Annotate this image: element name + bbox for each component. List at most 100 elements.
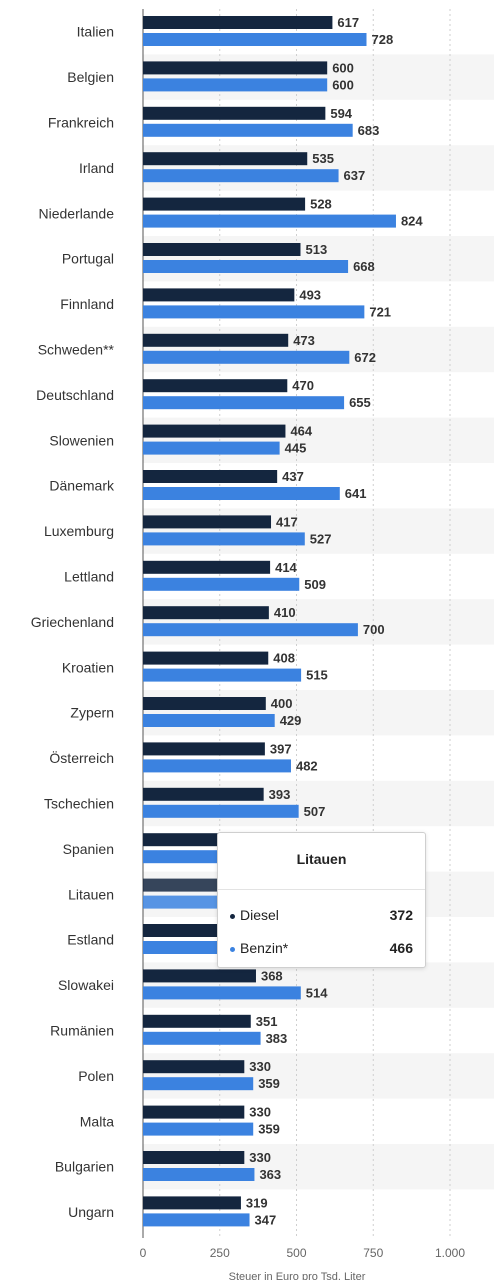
diesel-bar[interactable] [143,61,328,75]
value-label: 824 [401,214,423,229]
tooltip: Litauen Diesel 372 Benzin* 466 [217,832,426,968]
category-label: Litauen [68,886,114,902]
diesel-bar[interactable] [143,243,301,256]
value-label: 600 [332,60,354,75]
diesel-bar[interactable] [143,924,220,937]
benzin-bar[interactable] [143,305,365,319]
value-label: 617 [337,15,359,30]
benzin-bar[interactable] [143,941,220,954]
value-label: 383 [266,1031,288,1046]
benzin-bar[interactable] [143,441,280,455]
value-label: 700 [363,622,385,637]
benzin-bar[interactable] [143,1031,261,1045]
diesel-bar[interactable] [143,1196,241,1210]
diesel-bar[interactable] [143,106,326,120]
category-label: Schweden** [38,342,115,358]
benzin-bar[interactable] [143,396,345,410]
category-label: Griechenland [31,614,114,630]
benzin-bar[interactable] [143,1168,255,1181]
benzin-bar[interactable] [143,1122,254,1136]
benzin-bar[interactable] [143,33,367,46]
value-label: 359 [258,1076,280,1091]
diesel-bar[interactable] [143,424,286,438]
diesel-bar[interactable] [143,651,269,665]
benzin-bar[interactable] [143,169,339,183]
benzin-bar[interactable] [143,1213,250,1227]
diesel-bar[interactable] [143,1060,245,1074]
x-tick-label: 0 [140,1246,147,1260]
diesel-bar[interactable] [143,969,256,983]
benzin-bar[interactable] [143,532,305,546]
diesel-bar[interactable] [143,787,264,801]
value-label: 470 [292,378,314,393]
benzin-bar[interactable] [143,986,301,1000]
benzin-bar[interactable] [143,623,358,637]
value-label: 410 [274,605,296,620]
value-label: 437 [282,469,304,484]
category-label: Bulgarien [55,1159,114,1175]
value-label: 482 [296,758,318,773]
benzin-bar[interactable] [143,577,300,591]
value-label: 363 [259,1167,281,1182]
value-label: 393 [269,787,291,802]
diesel-bar[interactable] [143,333,289,347]
benzin-bar[interactable] [143,350,350,364]
benzin-bar[interactable] [143,260,349,273]
diesel-bar[interactable] [143,470,278,483]
benzin-bar[interactable] [143,804,299,818]
diesel-bar[interactable] [143,152,308,166]
tooltip-series-name: Diesel [240,907,279,923]
diesel-bar[interactable] [143,288,295,302]
tooltip-series-value: 372 [389,907,413,923]
value-label: 509 [304,577,326,592]
benzin-bar[interactable] [143,123,353,137]
diesel-bar[interactable] [143,560,271,574]
value-label: 473 [293,333,315,348]
tooltip-divider [218,889,425,890]
x-tick-label: 500 [286,1246,306,1260]
diesel-bar[interactable] [143,606,269,620]
x-tick-label: 250 [210,1246,230,1260]
value-label: 368 [261,968,283,983]
diesel-bar[interactable] [143,833,220,847]
category-label: Zypern [70,705,114,721]
benzin-bar[interactable] [143,78,328,92]
benzin-bar[interactable] [143,214,396,228]
value-label: 721 [369,304,391,319]
category-label: Belgien [67,69,114,85]
diesel-bar[interactable] [143,742,265,756]
x-tick-label: 750 [363,1246,383,1260]
category-label: Slowakei [58,977,114,993]
benzin-bar[interactable] [143,487,340,500]
diesel-bar[interactable] [143,16,333,29]
category-label: Österreich [49,749,114,766]
benzin-bar[interactable] [143,668,302,682]
benzin-bar[interactable] [143,714,275,727]
value-label: 445 [285,441,307,456]
diesel-legend-dot [230,914,235,919]
value-label: 417 [276,514,298,529]
value-label: 600 [332,77,354,92]
benzin-bar[interactable] [143,850,220,864]
row-band [143,690,494,736]
value-label: 514 [306,985,328,1000]
category-label: Deutschland [36,387,114,403]
value-label: 641 [345,486,367,501]
value-label: 507 [304,804,326,819]
diesel-bar[interactable] [143,379,288,393]
diesel-bar[interactable] [143,197,306,211]
category-label: Polen [78,1068,114,1084]
value-label: 414 [275,560,297,575]
benzin-bar[interactable] [143,1077,254,1091]
category-label: Portugal [62,251,114,267]
diesel-bar[interactable] [143,515,272,529]
diesel-bar[interactable] [143,1105,245,1119]
value-label: 359 [258,1122,280,1137]
category-label: Luxemburg [44,523,114,539]
diesel-bar[interactable] [143,1014,251,1028]
value-label: 493 [299,287,321,302]
value-label: 535 [312,151,334,166]
benzin-bar[interactable] [143,759,291,773]
diesel-bar[interactable] [143,697,266,710]
diesel-bar[interactable] [143,1151,245,1164]
